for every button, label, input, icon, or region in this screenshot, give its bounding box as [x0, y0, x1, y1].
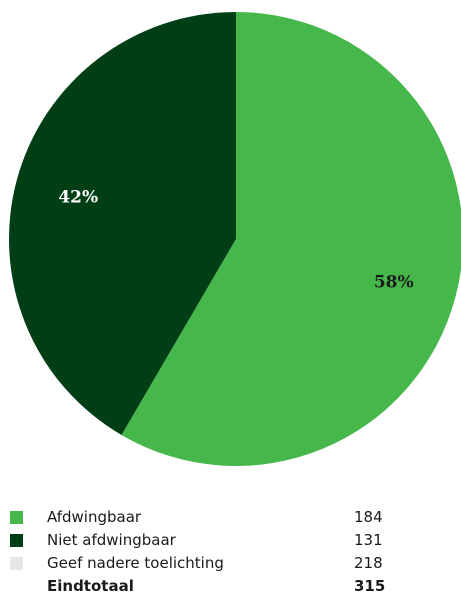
legend-label-afdwingbaar: Afdwingbaar	[47, 508, 142, 526]
legend-swatch-geef-nadere-toelichting	[10, 557, 23, 570]
legend-row-geef-nadere-toelichting: Geef nadere toelichting 218	[10, 552, 410, 575]
pie-label-niet-afdwingbaar: 42%	[58, 187, 98, 207]
legend-value-eindtotaal: 315	[354, 577, 386, 595]
pie-chart: 58% 42%	[9, 12, 461, 466]
pie-slice-niet-afdwingbaar	[9, 12, 237, 436]
legend-row-niet-afdwingbaar: Niet afdwingbaar 131	[10, 529, 410, 552]
pie-slice-afdwingbaar	[121, 12, 461, 466]
legend-label-geef-nadere-toelichting: Geef nadere toelichting	[47, 554, 224, 572]
legend-row-afdwingbaar: Afdwingbaar 184	[10, 506, 410, 529]
legend-value-niet-afdwingbaar: 131	[354, 531, 383, 549]
legend-swatch-afdwingbaar	[10, 511, 23, 524]
legend: Afdwingbaar 184 Niet afdwingbaar 131 Gee…	[10, 506, 410, 598]
legend-swatch-niet-afdwingbaar	[10, 534, 23, 547]
legend-label-eindtotaal: Eindtotaal	[47, 577, 134, 595]
legend-value-afdwingbaar: 184	[354, 508, 383, 526]
pie-label-afdwingbaar: 58%	[374, 273, 414, 293]
legend-value-geef-nadere-toelichting: 218	[354, 554, 383, 572]
legend-row-eindtotaal: Eindtotaal 315	[10, 575, 410, 598]
legend-label-niet-afdwingbaar: Niet afdwingbaar	[47, 531, 176, 549]
